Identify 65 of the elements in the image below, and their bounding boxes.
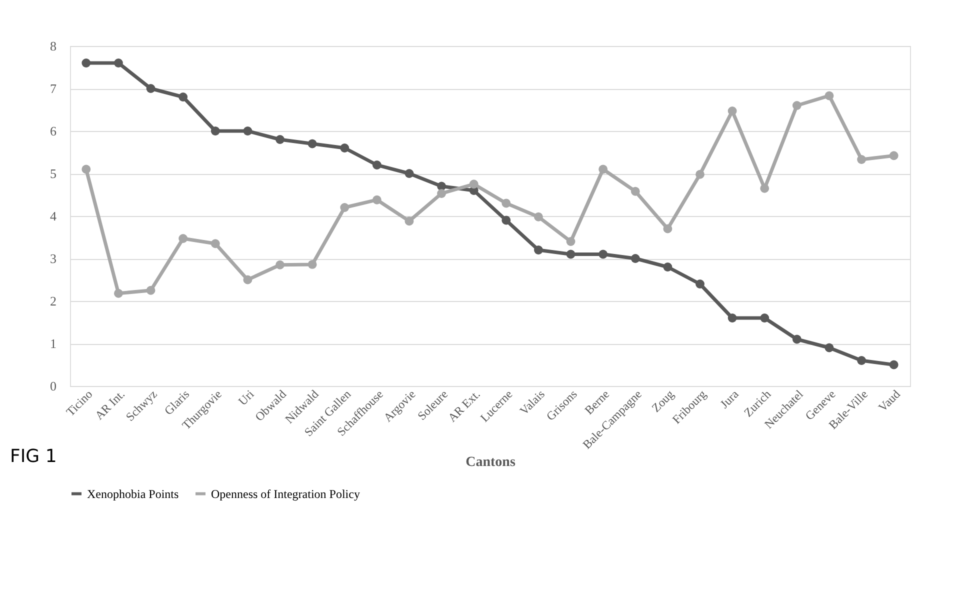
point xyxy=(566,237,576,246)
y-tick-label: 0 xyxy=(50,378,56,394)
point xyxy=(82,164,91,174)
point xyxy=(178,92,188,102)
point xyxy=(824,91,834,100)
x-tick-label: Vaud xyxy=(875,387,903,414)
point xyxy=(146,286,156,295)
y-tick-label: 7 xyxy=(50,81,57,96)
y-tick-label: 8 xyxy=(50,38,56,54)
point xyxy=(210,239,220,248)
point xyxy=(889,360,898,370)
point xyxy=(404,169,414,178)
point xyxy=(404,216,414,226)
point xyxy=(114,288,123,298)
point xyxy=(696,280,704,288)
point xyxy=(792,101,802,110)
point xyxy=(340,203,350,212)
x-tick-label: AR Int. xyxy=(92,387,128,422)
point xyxy=(308,139,317,148)
point xyxy=(566,250,576,259)
y-tick-label: 4 xyxy=(50,208,57,224)
point xyxy=(857,155,866,164)
point xyxy=(276,260,284,270)
point xyxy=(437,189,446,198)
x-tick-label: Uri xyxy=(235,386,258,408)
point xyxy=(114,58,123,68)
point xyxy=(502,216,511,225)
point xyxy=(534,246,543,254)
point xyxy=(663,224,672,234)
point xyxy=(82,58,91,68)
point xyxy=(469,180,478,189)
point xyxy=(728,314,737,322)
y-tick-label: 6 xyxy=(50,124,57,138)
y-tick-label: 2 xyxy=(50,294,56,308)
point xyxy=(598,250,608,259)
point xyxy=(146,84,156,93)
point xyxy=(210,126,220,136)
point xyxy=(243,126,252,136)
point xyxy=(340,144,350,152)
legend-label: Openness of Integration Policy xyxy=(211,486,360,501)
point xyxy=(598,164,608,174)
point xyxy=(372,160,382,170)
y-tick-label: 3 xyxy=(50,251,56,266)
point xyxy=(502,198,511,208)
caption: FIG 1 xyxy=(10,446,57,467)
point xyxy=(889,151,898,160)
y-tick-label: 1 xyxy=(50,336,56,351)
x-tick-label: Jura xyxy=(717,386,742,412)
y-tick-label: 5 xyxy=(50,166,56,181)
point xyxy=(857,356,866,365)
point xyxy=(792,334,802,344)
point xyxy=(178,234,188,243)
point xyxy=(243,275,252,284)
point xyxy=(372,195,382,204)
point xyxy=(308,260,317,269)
point xyxy=(824,343,834,352)
point xyxy=(630,186,640,196)
point xyxy=(696,170,704,179)
point xyxy=(534,212,543,222)
point xyxy=(630,254,640,263)
x-axis-title: Cantons xyxy=(466,454,516,470)
point xyxy=(760,314,770,322)
point xyxy=(276,135,284,144)
legend-label: Xenophobia Points xyxy=(87,486,179,501)
point xyxy=(663,262,672,272)
